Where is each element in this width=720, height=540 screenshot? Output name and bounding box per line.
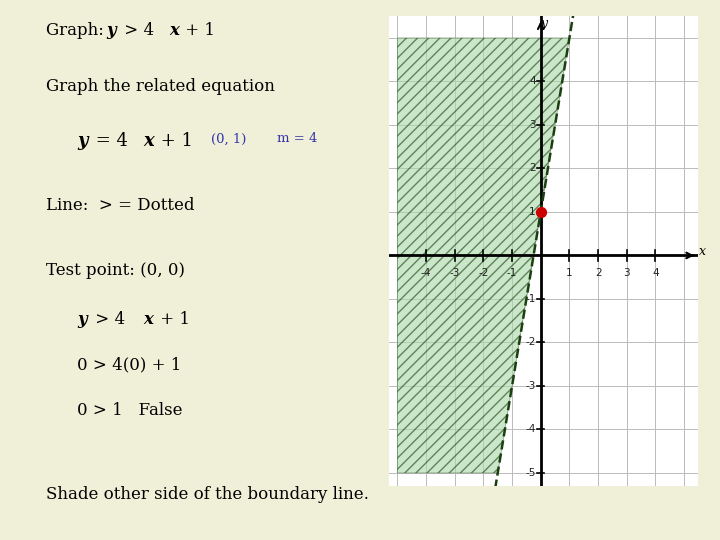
Text: m = 4: m = 4 <box>277 132 318 145</box>
Text: + 1: + 1 <box>180 22 215 38</box>
Text: x: x <box>143 132 154 150</box>
Text: -3: -3 <box>449 268 460 278</box>
Text: -2: -2 <box>478 268 489 278</box>
Text: 3: 3 <box>529 120 536 130</box>
Text: -1: -1 <box>507 268 517 278</box>
Text: 4: 4 <box>652 268 659 278</box>
Text: 1: 1 <box>566 268 572 278</box>
Text: 2: 2 <box>595 268 601 278</box>
Text: -4: -4 <box>421 268 431 278</box>
Text: Test point: (0, 0): Test point: (0, 0) <box>46 262 185 279</box>
Text: 2: 2 <box>529 164 536 173</box>
Text: 1: 1 <box>529 207 536 217</box>
Text: + 1: + 1 <box>156 132 193 150</box>
Text: -5: -5 <box>525 468 536 478</box>
Text: Graph:: Graph: <box>46 22 109 38</box>
Text: 4: 4 <box>529 77 536 86</box>
Text: (0, 1): (0, 1) <box>211 132 246 145</box>
Text: -3: -3 <box>525 381 536 391</box>
Text: Shade other side of the boundary line.: Shade other side of the boundary line. <box>46 486 369 503</box>
Text: y: y <box>77 310 86 327</box>
Text: y: y <box>107 22 116 38</box>
Text: = 4: = 4 <box>90 132 128 150</box>
Text: 0 > 1   False: 0 > 1 False <box>77 402 183 419</box>
Text: y: y <box>77 132 88 150</box>
Text: Line:  > = Dotted: Line: > = Dotted <box>46 197 194 214</box>
Text: x: x <box>699 246 706 259</box>
Text: -4: -4 <box>525 424 536 435</box>
Text: Graph the related equation: Graph the related equation <box>46 78 275 95</box>
Text: x: x <box>169 22 179 38</box>
Text: x: x <box>143 310 153 327</box>
Text: y: y <box>541 17 548 30</box>
Text: -1: -1 <box>525 294 536 304</box>
Text: > 4: > 4 <box>90 310 125 327</box>
Point <box>535 208 546 217</box>
Text: + 1: + 1 <box>156 310 190 327</box>
Text: -2: -2 <box>525 338 536 347</box>
Text: 0 > 4(0) + 1: 0 > 4(0) + 1 <box>77 356 181 373</box>
Text: 3: 3 <box>624 268 630 278</box>
Text: > 4: > 4 <box>120 22 154 38</box>
